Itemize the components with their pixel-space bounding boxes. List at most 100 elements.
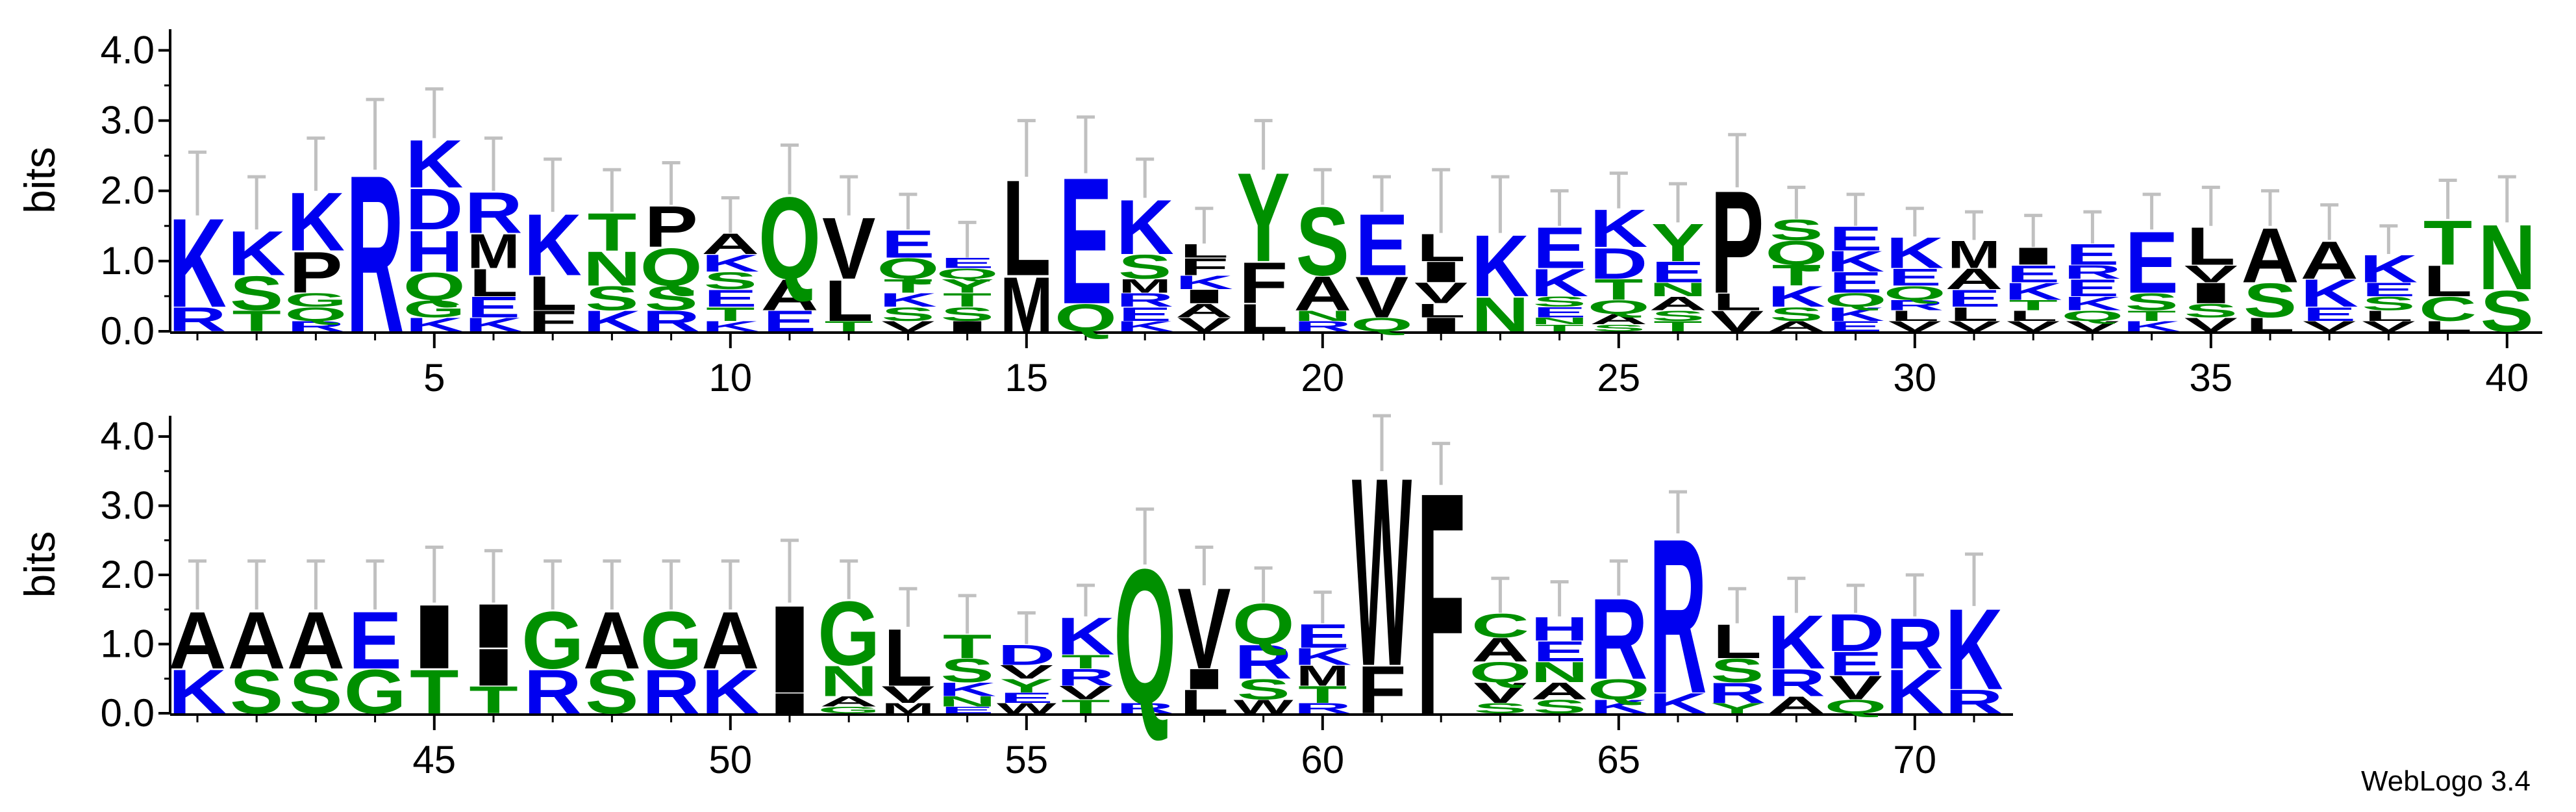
logo-letter-R: R [1945, 683, 2003, 720]
logo-letter-R: R [1590, 576, 1647, 704]
y-tick-label: 4.0 [101, 28, 155, 71]
logo-letter-H: H [1531, 611, 1588, 648]
logo-letter-Q: Q [1469, 656, 1531, 689]
logo-letter-I: I [466, 591, 520, 661]
logo-letter-S: S [1532, 696, 1586, 718]
logo-letter-Q: Q [1765, 234, 1827, 272]
weblogo-credit: WebLogo 3.4 [2361, 765, 2531, 797]
logo-letter-V: V [1888, 318, 1942, 335]
logo-column-21: QVE [1351, 175, 1413, 336]
logo-letter-L: L [1713, 615, 1762, 668]
logo-letter-Q: Q [403, 264, 466, 308]
y-tick-label: 0.0 [101, 309, 155, 353]
logo-column-27: VLP [1710, 133, 1764, 338]
logo-letter-F: F [1180, 253, 1229, 281]
logo-letter-E: E [704, 285, 757, 312]
logo-column-50: KA [701, 559, 759, 727]
logo-letter-G: G [344, 657, 406, 727]
logo-letter-A: A [1590, 311, 1647, 327]
logo-letter-K: K [2123, 318, 2181, 335]
logo-letter-N: N [1649, 279, 1707, 300]
logo-letter-D: D [1590, 239, 1647, 288]
logo-letter-E: E [1829, 645, 1882, 683]
logo-letter-V: V [2184, 314, 2238, 335]
logo-letter-R: R [1886, 603, 1944, 684]
logo-letter-A: A [1768, 318, 1825, 335]
logo-letter-W: W [1352, 422, 1412, 722]
logo-letter-A: A [1531, 678, 1588, 705]
y-tick-label: 2.0 [101, 553, 155, 596]
logo-letter-K: K [701, 318, 759, 335]
logo-letter-T: T [1594, 273, 1643, 306]
logo-letter-E: E [1118, 303, 1171, 325]
logo-letter-E: E [1355, 196, 1408, 294]
logo-letter-C: C [1471, 607, 1529, 644]
logo-letter-M: M [882, 700, 934, 717]
logo-letter-K: K [1590, 696, 1647, 718]
x-tick-label: 60 [1301, 738, 1344, 781]
logo-letter-R: R [1057, 664, 1114, 691]
logo-letter-E: E [1000, 690, 1053, 706]
x-tick-label: 25 [1597, 356, 1640, 400]
logo-letter-S: S [2125, 288, 2178, 316]
logo-letter-S: S [230, 266, 283, 321]
logo-letter-T: T [943, 289, 992, 311]
logo-letter-E: E [1296, 617, 1349, 655]
logo-letter-E: E [1829, 220, 1882, 259]
logo-letter-L: L [1180, 683, 1229, 720]
logo-column-19: LFY [1236, 119, 1290, 340]
logo-letter-S: S [2481, 278, 2534, 344]
logo-letter-A: A [287, 595, 345, 686]
logo-letter-K: K [1116, 184, 1174, 271]
y-axis-label: bits [16, 531, 64, 598]
logo-letter-V: V [2303, 318, 2356, 335]
logo-letter-T: T [232, 305, 281, 337]
logo-letter-T: T [1061, 651, 1110, 672]
x-tick-label: 20 [1301, 356, 1344, 400]
logo-letter-A: A [1945, 262, 2003, 295]
logo-letter-N: N [1294, 307, 1351, 324]
logo-letter-L: L [2009, 307, 2058, 324]
logo-letter-K: K [1057, 607, 1114, 666]
logo-letter-T: T [1298, 681, 1347, 708]
logo-letter-S: S [1592, 322, 1645, 333]
logo-letter-V: V [881, 318, 934, 335]
logo-letter-V: V [1414, 277, 1468, 309]
logo-letter-D: D [1827, 603, 1884, 663]
logo-letter-Q: Q [2061, 307, 2123, 324]
logo-column-70: KR [1886, 573, 1944, 727]
logo-letter-H: H [405, 218, 463, 284]
logo-letter-S: S [1296, 188, 1349, 296]
logo-letter-S: S [1769, 303, 1823, 325]
logo-letter-A: A [168, 595, 226, 686]
logo-letter-Q: Q [284, 303, 347, 325]
logo-letter-R: R [1708, 677, 1766, 709]
logo-letter-M: M [1119, 275, 1171, 297]
logo-column-62: F [1417, 427, 1466, 781]
logo-letter-E: E [1829, 266, 1882, 299]
logo-letter-K: K [524, 196, 582, 294]
y-tick-label: 1.0 [101, 239, 155, 283]
logo-letter-L: L [2245, 314, 2294, 335]
logo-letter-I: I [407, 586, 461, 688]
y-tick-label: 0.0 [101, 691, 155, 735]
logo-letter-K: K [1471, 218, 1529, 315]
logo-letter-R: R [1294, 318, 1351, 335]
logo-letter-K: K [1945, 586, 2003, 714]
logo-letter-Q: Q [640, 238, 703, 298]
logo-column-44: GE [344, 559, 406, 727]
logo-letter-M: M [1947, 233, 2000, 277]
x-tick-label: 30 [1893, 356, 1936, 400]
